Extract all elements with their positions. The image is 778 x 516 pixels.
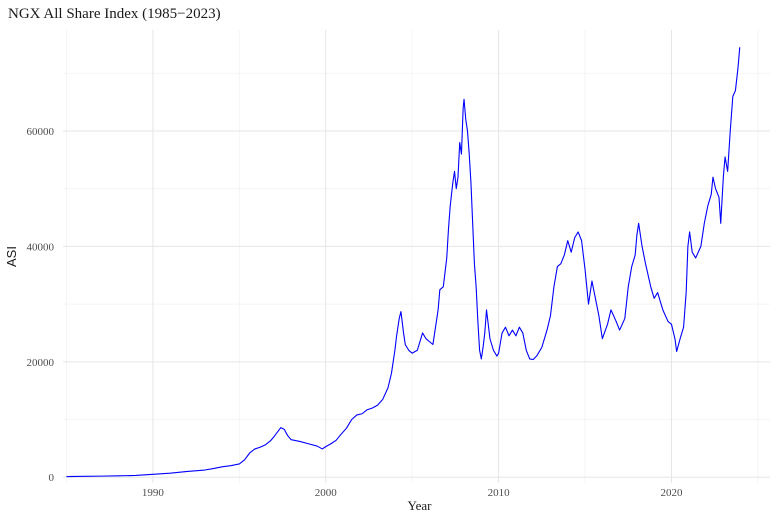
- y-tick-label: 0: [49, 472, 55, 484]
- series-line-0: [66, 47, 741, 478]
- grid-major-lines: [63, 30, 770, 483]
- x-tick-label: 2020: [660, 487, 683, 499]
- grid-minor-lines: [63, 30, 770, 483]
- x-axis-title: Year: [408, 498, 433, 513]
- y-tick-label: 40000: [27, 241, 55, 253]
- series-layer: [66, 47, 741, 478]
- chart-title: NGX All Share Index (1985−2023): [8, 6, 221, 22]
- x-tick-label: 1990: [142, 487, 165, 499]
- y-tick-label: 60000: [27, 126, 55, 138]
- y-axis-ticks: 0 20000 40000 60000: [27, 126, 55, 484]
- x-axis-ticks: 1990 2000 2010 2020: [142, 487, 683, 499]
- x-tick-label: 2000: [315, 487, 338, 499]
- y-tick-label: 20000: [27, 357, 55, 369]
- y-axis-title: ASI: [4, 246, 19, 267]
- x-tick-label: 2010: [488, 487, 511, 499]
